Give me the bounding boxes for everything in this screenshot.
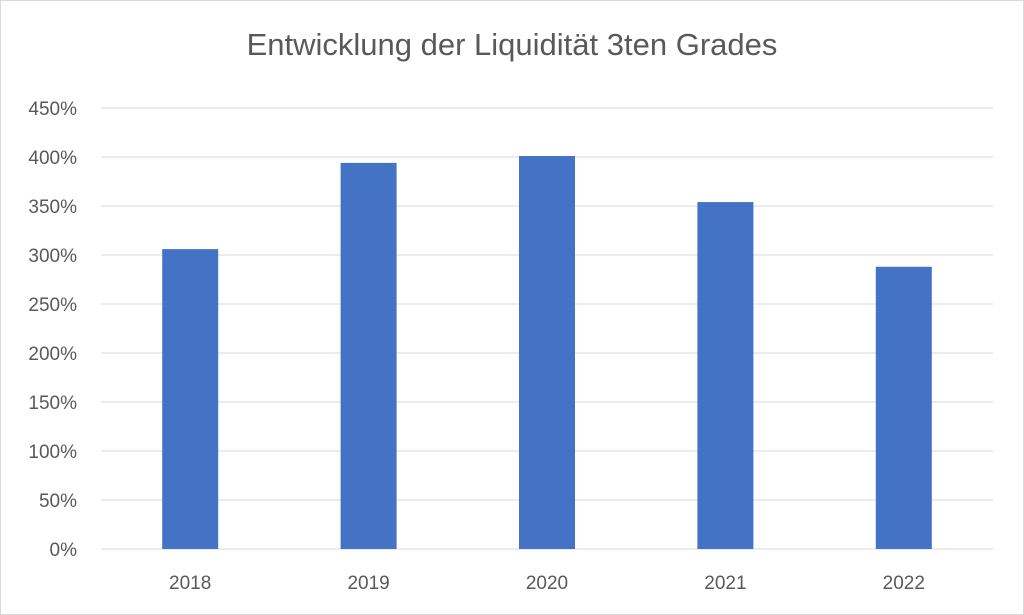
y-tick-label: 50% [39, 491, 77, 512]
y-tick-label: 400% [28, 148, 77, 169]
x-axis-ticks: 2018 2019 2020 2021 2022 [169, 573, 925, 594]
chart-title: Entwicklung der Liquidität 3ten Grades [246, 27, 778, 62]
bar-2022 [875, 266, 932, 549]
bars [162, 156, 932, 549]
bar-2021 [697, 202, 754, 549]
x-tick-label: 2020 [526, 573, 568, 594]
x-tick-label: 2019 [347, 573, 389, 594]
y-tick-label: 0% [50, 540, 78, 561]
y-tick-label: 250% [28, 295, 77, 316]
y-tick-label: 100% [28, 442, 77, 463]
y-tick-label: 300% [28, 246, 77, 267]
x-tick-label: 2018 [169, 573, 211, 594]
y-tick-label: 200% [28, 344, 77, 365]
bar-2018 [162, 249, 219, 549]
bar-2019 [340, 162, 397, 549]
x-tick-label: 2021 [704, 573, 746, 594]
bar-2020 [519, 156, 575, 549]
y-tick-label: 450% [28, 99, 77, 120]
x-tick-label: 2022 [883, 573, 925, 594]
y-axis-ticks: 0% 50% 100% 150% 200% 250% 300% 350% 400% 450% [28, 99, 77, 561]
y-tick-label: 150% [28, 393, 77, 414]
y-tick-label: 350% [28, 197, 77, 218]
